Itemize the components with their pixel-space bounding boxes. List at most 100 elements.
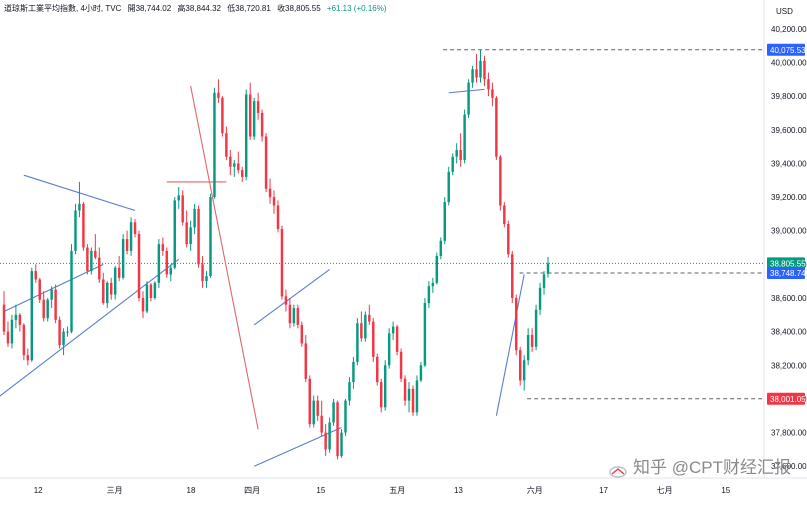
- candle: [522, 355, 526, 391]
- candle: [451, 153, 454, 176]
- candle-body: [495, 97, 498, 157]
- candle-body: [415, 380, 419, 413]
- candle: [205, 271, 208, 288]
- price-badge-bg: [767, 43, 805, 56]
- candle-body: [248, 94, 252, 137]
- candle: [431, 277, 435, 293]
- candle: [244, 89, 248, 181]
- candle-body: [237, 163, 240, 171]
- candle-body: [197, 208, 200, 265]
- candle: [328, 417, 331, 453]
- candle: [98, 247, 101, 283]
- candle: [423, 297, 427, 367]
- candle-body: [280, 229, 284, 297]
- candle: [483, 55, 486, 87]
- candle: [66, 326, 69, 337]
- open-value: 開38,744.02: [127, 4, 172, 13]
- candle: [467, 79, 470, 118]
- candle: [459, 133, 462, 167]
- candle: [62, 328, 65, 356]
- candle: [332, 398, 335, 426]
- candle-body: [463, 114, 466, 161]
- currency-label: USD: [776, 7, 793, 16]
- x-tick-label: 18: [187, 486, 196, 495]
- x-tick-label: 17: [599, 486, 608, 495]
- candle-body: [38, 279, 41, 300]
- candle: [181, 190, 184, 226]
- candle-body: [435, 255, 439, 283]
- candle-body: [213, 92, 216, 198]
- candle: [487, 72, 490, 97]
- candle: [435, 252, 439, 285]
- candle-body: [26, 355, 30, 361]
- candle-body: [125, 239, 129, 251]
- trend-line: [448, 88, 485, 94]
- candle: [463, 109, 466, 164]
- close-value: 收38,805.55: [277, 4, 321, 13]
- candle-body: [137, 234, 141, 298]
- candle: [38, 277, 41, 304]
- candle: [399, 348, 403, 383]
- candle-body: [383, 365, 387, 408]
- candle: [495, 96, 498, 161]
- candle-body: [10, 319, 14, 344]
- candle-body: [157, 244, 161, 283]
- price-badge: 38,001.05: [767, 392, 806, 405]
- candle: [324, 424, 327, 457]
- candle: [546, 256, 550, 278]
- candle: [145, 281, 149, 314]
- candle: [133, 218, 137, 238]
- candle-body: [113, 267, 117, 295]
- candle: [515, 294, 518, 356]
- candle-body: [133, 222, 137, 235]
- trend-line: [253, 427, 342, 467]
- candle-body: [328, 422, 331, 450]
- candle: [264, 133, 268, 193]
- candle-body: [312, 400, 315, 425]
- candle: [260, 109, 264, 142]
- candle-body: [316, 400, 319, 416]
- candle: [209, 193, 212, 278]
- candle: [411, 385, 415, 416]
- candle: [197, 205, 200, 268]
- candle-body: [376, 356, 379, 383]
- candle-body: [483, 60, 486, 80]
- candle-body: [475, 69, 478, 78]
- candle: [233, 160, 236, 177]
- candle: [471, 65, 474, 88]
- y-tick-label: 37,600.00: [771, 462, 807, 471]
- candle: [177, 186, 180, 209]
- candle: [443, 197, 446, 245]
- watermark: 知乎 @CPT财经汇报: [609, 453, 791, 478]
- candle-body: [419, 365, 423, 381]
- candle-body: [181, 195, 184, 223]
- candle-body: [395, 326, 399, 352]
- candle-body: [455, 149, 458, 157]
- candle: [292, 304, 296, 327]
- x-tick-label: 七月: [657, 486, 673, 495]
- y-tick-label: 39,000.00: [771, 227, 807, 236]
- candle-body: [173, 200, 176, 268]
- candle: [455, 143, 458, 164]
- candle-body: [14, 314, 18, 320]
- candle-body: [356, 323, 359, 362]
- candle-body: [50, 289, 53, 300]
- candle: [530, 328, 534, 352]
- candle: [272, 190, 276, 214]
- candle-body: [86, 247, 89, 272]
- candle-body: [292, 308, 296, 324]
- candle-body: [511, 254, 514, 298]
- candle-body: [344, 400, 347, 433]
- candle: [102, 272, 105, 305]
- candle: [308, 375, 311, 428]
- candle: [58, 316, 61, 349]
- candle-body: [332, 402, 335, 423]
- candle-body: [304, 343, 308, 379]
- candle-body: [161, 244, 165, 251]
- y-tick-label: 39,600.00: [771, 126, 807, 135]
- candle: [320, 400, 323, 436]
- candle-body: [153, 282, 157, 298]
- candle: [109, 277, 113, 300]
- candle-body: [411, 388, 415, 413]
